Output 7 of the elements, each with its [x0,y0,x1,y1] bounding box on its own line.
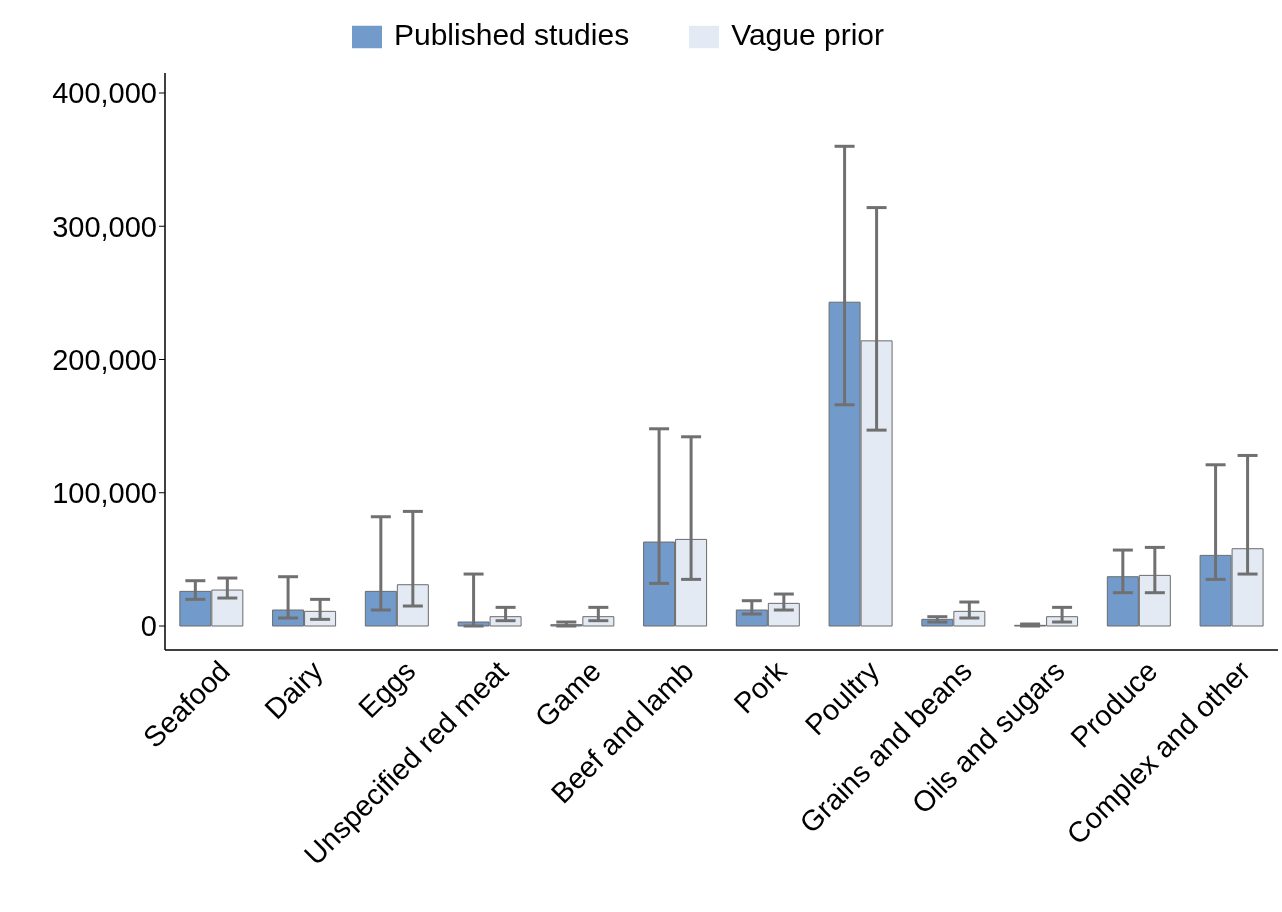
y-tick-label: 300,000 [52,210,157,243]
y-tick-label: 0 [140,610,157,643]
y-tick-label: 200,000 [52,343,157,376]
legend-label: Vague prior [731,18,885,51]
legend-label: Published studies [393,18,630,51]
y-tick-label: 400,000 [52,77,157,110]
y-tick-label: 100,000 [52,477,157,510]
